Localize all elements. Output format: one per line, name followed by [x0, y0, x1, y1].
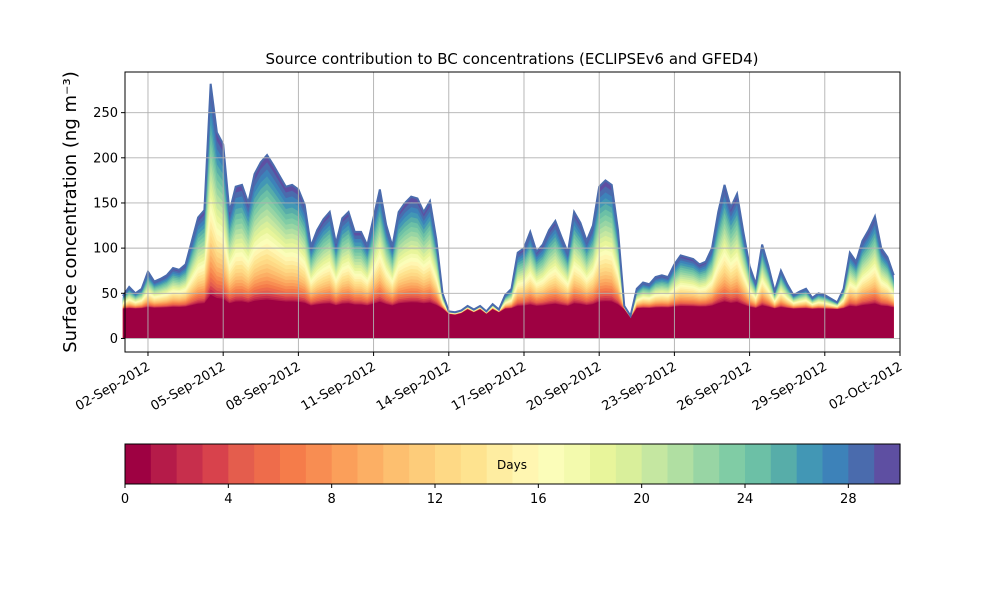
colorbar-frame [124, 443, 901, 485]
y-tick-label: 0 [110, 332, 118, 347]
colorbar-cell [435, 444, 462, 484]
colorbar-cell [538, 444, 565, 484]
colorbar-tick-label: 28 [840, 492, 857, 507]
colorbar-cell [693, 444, 720, 484]
colorbar-cell [409, 444, 436, 484]
colorbar-tick-label: 16 [530, 492, 547, 507]
colorbar-cell [770, 444, 798, 484]
colorbar-cell [848, 444, 875, 484]
x-tick-label: 17-Sep-2012 [449, 359, 529, 414]
y-tick-label: 250 [93, 106, 118, 121]
chart-title: Source contribution to BC concentrations… [265, 50, 758, 68]
colorbar-tick-label: 0 [121, 492, 129, 507]
colorbar-cell [486, 444, 514, 484]
colorbar-cell [202, 444, 229, 484]
x-tick-label: 02-Sep-2012 [73, 359, 153, 414]
colorbar-cell [305, 444, 333, 484]
colorbar-cell [822, 444, 849, 484]
y-tick-label: 50 [101, 287, 118, 302]
colorbar-cell [615, 444, 643, 484]
x-tick-label: 02-Oct-2012 [827, 359, 905, 413]
x-tick-label: 20-Sep-2012 [524, 359, 604, 414]
gridlines [125, 72, 901, 352]
total-line [122, 83, 895, 319]
colorbar-cell [280, 444, 307, 484]
colorbar-cell [460, 444, 488, 484]
colorbar-cell [719, 444, 746, 484]
colorbar-cell [512, 444, 539, 484]
colorbar-cell [254, 444, 281, 484]
plot-area [122, 83, 895, 339]
x-tick-label: 14-Sep-2012 [374, 359, 454, 414]
x-tick-label: 23-Sep-2012 [600, 359, 680, 414]
colorbar-cell [590, 444, 617, 484]
colorbar-cell [150, 444, 178, 484]
colorbar-cell [874, 444, 901, 484]
colorbar-cell [745, 444, 772, 484]
y-tick-label: 100 [93, 242, 118, 257]
colorbar-cell [228, 444, 255, 484]
x-tick-label: 26-Sep-2012 [675, 359, 755, 414]
colorbar-cell [125, 444, 152, 484]
y-axis: 0 50 100 150 200 250 [93, 106, 125, 347]
colorbar-cell [667, 444, 694, 484]
colorbar-tick-label: 24 [737, 492, 754, 507]
colorbar-tick-label: 4 [224, 492, 232, 507]
colorbar-tick-label: 8 [328, 492, 336, 507]
colorbar-label: Days [497, 458, 527, 472]
x-tick-label: 29-Sep-2012 [750, 359, 830, 414]
plot-frame [124, 71, 901, 353]
x-tick-label: 08-Sep-2012 [224, 359, 304, 414]
colorbar-cell [564, 444, 591, 484]
x-tick-label: 11-Sep-2012 [299, 359, 379, 414]
y-axis-label: Surface concentration (ng m⁻³) [60, 71, 81, 353]
colorbar-ticks: 0 4 8 12 16 20 24 28 [121, 484, 857, 507]
x-tick-label: 05-Sep-2012 [148, 359, 228, 414]
colorbar-cell [796, 444, 824, 484]
colorbar-cell [331, 444, 359, 484]
x-axis: 02-Sep-201205-Sep-201208-Sep-201211-Sep-… [73, 352, 905, 414]
colorbar-cell [383, 444, 410, 484]
y-tick-label: 200 [93, 151, 118, 166]
colorbar-cell [357, 444, 384, 484]
colorbar-tick-label: 12 [427, 492, 444, 507]
colorbar-cell [641, 444, 669, 484]
colorbar-cell [176, 444, 204, 484]
area-layer-0 [122, 294, 894, 339]
colorbar-tick-label: 20 [633, 492, 650, 507]
colorbar [125, 444, 901, 484]
y-tick-label: 150 [93, 196, 118, 211]
